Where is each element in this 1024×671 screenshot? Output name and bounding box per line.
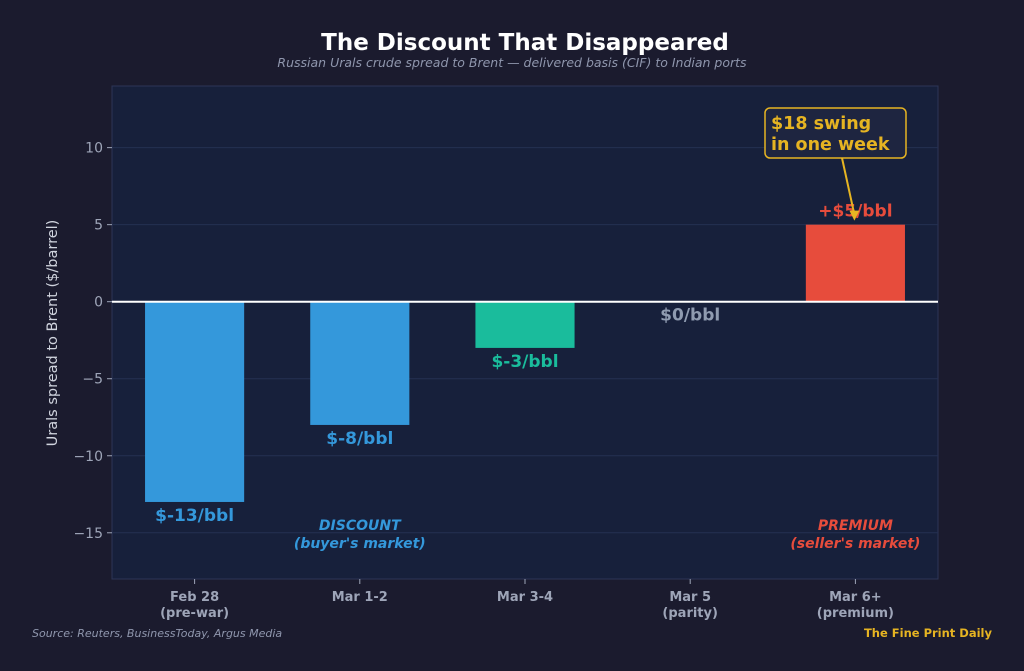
source-note: Source: Reuters, BusinessToday, Argus Me… <box>32 627 282 640</box>
x-tick-label: (parity) <box>662 606 718 621</box>
bar <box>805 224 905 302</box>
chart-title: The Discount That Disappeared <box>321 30 729 56</box>
y-tick-label: 10 <box>85 141 103 157</box>
annotation-arrowhead <box>849 210 860 221</box>
annotation-text: in one week <box>771 135 890 155</box>
annotation-arrow <box>841 157 856 215</box>
chart-subtitle: Russian Urals crude spread to Brent — de… <box>277 55 747 70</box>
x-tick-label: Mar 1-2 <box>332 590 388 605</box>
data-label: $0/bbl <box>660 306 720 326</box>
annotation-text: $18 swing <box>771 114 871 134</box>
y-tick-label: −10 <box>73 449 103 465</box>
data-label: $-8/bbl <box>326 429 393 449</box>
y-tick-label: −15 <box>73 526 103 542</box>
region-label: (buyer's market) <box>294 536 426 552</box>
region-label: (seller's market) <box>790 536 920 552</box>
x-tick-label: Feb 28 <box>170 590 219 605</box>
annotation-box <box>764 107 907 159</box>
region-label: PREMIUM <box>818 518 893 534</box>
data-label: $-3/bbl <box>491 352 558 372</box>
data-label: $-13/bbl <box>155 506 234 526</box>
x-tick-label: Mar 3-4 <box>497 590 553 605</box>
region-label: DISCOUNT <box>319 518 402 534</box>
bar <box>475 301 575 348</box>
x-tick-label: Mar 5 <box>669 590 711 605</box>
x-tick-label: (pre-war) <box>160 606 229 621</box>
y-tick-label: −5 <box>82 372 103 388</box>
bar <box>145 301 245 502</box>
x-tick-label: Mar 6+ <box>829 590 882 605</box>
y-tick-label: 5 <box>94 218 103 234</box>
bar <box>310 301 410 425</box>
y-axis-label: Urals spread to Brent ($/barrel) <box>45 220 61 447</box>
y-tick-label: 0 <box>94 295 103 311</box>
x-tick-label: (premium) <box>817 606 894 621</box>
brand-label: The Fine Print Daily <box>864 626 993 640</box>
